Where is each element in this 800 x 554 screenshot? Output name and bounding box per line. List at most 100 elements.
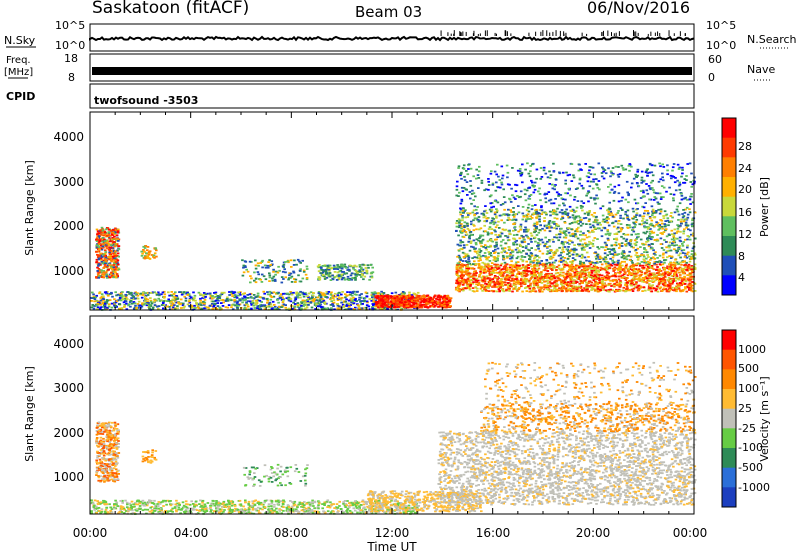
echo-cell [465,266,468,268]
echo-cell [662,280,665,283]
echo-cell [147,306,151,308]
echo-cell [396,297,399,300]
echo-cell [187,300,191,303]
echo-cell [356,303,359,306]
echo-cell [113,241,116,243]
echo-cell [412,302,415,305]
echo-cell [320,272,323,275]
echo-cell [468,288,472,291]
echo-cell [540,260,543,262]
echo-cell [547,221,551,224]
echo-cell [380,305,383,307]
echo-cell [466,212,469,215]
echo-cell [481,238,485,241]
echo-cell [96,266,99,269]
echo-cell [540,287,543,289]
echo-cell [456,268,459,271]
echo-cell [282,303,286,306]
echo-cell [109,293,112,295]
echo-cell [521,264,525,266]
echo-cell [419,297,422,300]
echo-cell [102,295,105,298]
echo-cell [648,235,651,237]
echo-cell [688,285,692,288]
echo-cell [603,260,607,263]
echo-cell [687,263,691,266]
echo-cell [501,268,504,271]
echo-cell [363,271,367,274]
echo-cell [464,271,467,273]
echo-cell [214,295,217,298]
echo-cell [517,282,520,285]
echo-cell [675,208,679,211]
echo-cell [330,267,334,269]
echo-cell [146,294,150,296]
echo-cell [246,300,250,303]
echo-cell [364,306,368,309]
echo-cell [598,279,601,281]
echo-cell [321,293,324,296]
echo-cell [673,274,676,276]
echo-cell [635,286,639,289]
echo-cell [654,254,657,256]
echo-cell [473,270,476,273]
echo-cell [549,268,553,270]
echo-cell [130,302,134,305]
echo-cell [602,286,605,289]
echo-cell [583,256,587,259]
echo-cell [304,292,307,294]
echo-cell [483,270,487,273]
echo-cell [658,263,662,266]
echo-cell [181,304,185,307]
echo-cell [284,306,287,309]
echo-cell [670,278,674,280]
echo-cell [639,286,643,289]
echo-cell [241,297,244,300]
echo-cell [474,279,477,282]
echo-cell [107,305,111,308]
echo-cell [645,219,649,222]
echo-cell [499,234,502,237]
echo-cell [110,276,114,278]
echo-cell [96,308,99,311]
echo-cell [134,304,137,307]
echo-cell [101,262,104,265]
echo-cell [562,241,565,244]
echo-cell [583,277,586,279]
echo-cell [577,243,580,246]
echo-cell [356,273,359,276]
echo-cell [340,301,343,304]
echo-cell [114,230,118,233]
echo-cell [358,296,361,299]
echo-cell [433,305,436,308]
echo-cell [314,299,318,301]
echo-cell [648,283,651,285]
echo-cell [349,308,352,311]
echo-cell [109,273,113,275]
echo-cell [139,304,142,307]
echo-cell [485,275,489,278]
echo-cell [548,240,551,243]
echo-cell [541,264,545,267]
echo-cell [171,302,175,305]
echo-cell [184,297,188,300]
echo-cell [492,270,495,273]
echo-cell [352,266,355,269]
echo-cell [497,288,501,290]
echo-cell [552,274,556,277]
echo-cell [674,276,678,279]
echo-cell [309,301,313,304]
echo-cell [553,266,557,269]
echo-cell [407,299,410,302]
echo-cell [96,302,100,305]
echo-cell [594,216,598,219]
echo-cell [512,269,516,272]
echo-cell [585,283,588,286]
echo-cell [390,295,394,298]
echo-cell [536,272,540,274]
echo-cell [552,277,555,280]
echo-cell [259,307,262,310]
echo-cell [390,298,393,300]
echo-cell [258,299,262,302]
echo-cell [508,229,511,232]
